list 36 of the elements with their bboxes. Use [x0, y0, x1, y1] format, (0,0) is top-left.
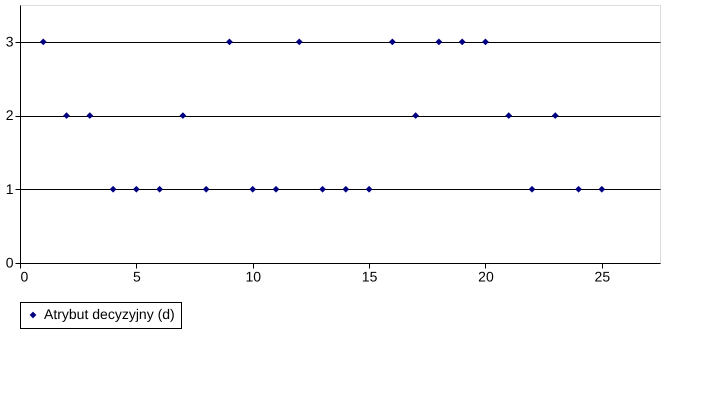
point: [575, 186, 582, 193]
point: [319, 186, 326, 193]
point: [272, 186, 280, 193]
y-tick-label: 3: [6, 33, 14, 50]
y-tick-label: 0: [6, 254, 14, 270]
y-tick-label: 1: [6, 180, 14, 197]
x-tick-label: 15: [362, 268, 378, 284]
point: [202, 186, 210, 193]
point: [110, 186, 116, 193]
x-tick-label: 20: [478, 268, 494, 284]
point: [528, 186, 536, 193]
point: [226, 38, 233, 46]
point: [156, 186, 163, 193]
point: [180, 112, 186, 119]
point: [552, 112, 559, 119]
point: [63, 112, 70, 119]
point: [342, 186, 350, 193]
x-tick-label: 25: [594, 268, 610, 284]
point: [412, 112, 419, 119]
x-tick-label: 5: [132, 268, 141, 284]
point: [458, 38, 466, 46]
x-tick-label: 0: [20, 268, 28, 284]
point: [436, 38, 442, 46]
x-tick-label: 10: [245, 268, 262, 284]
point: [482, 38, 489, 46]
point: [505, 112, 512, 119]
point: [598, 186, 606, 193]
legend-label: Atrybut decyzyjny (d): [44, 306, 175, 322]
point: [249, 186, 256, 193]
point: [40, 38, 47, 46]
point: [366, 186, 372, 193]
point: [86, 112, 94, 119]
point: [296, 38, 303, 46]
point: [133, 186, 140, 193]
y-tick-label: 2: [6, 107, 14, 124]
point: [389, 38, 396, 46]
